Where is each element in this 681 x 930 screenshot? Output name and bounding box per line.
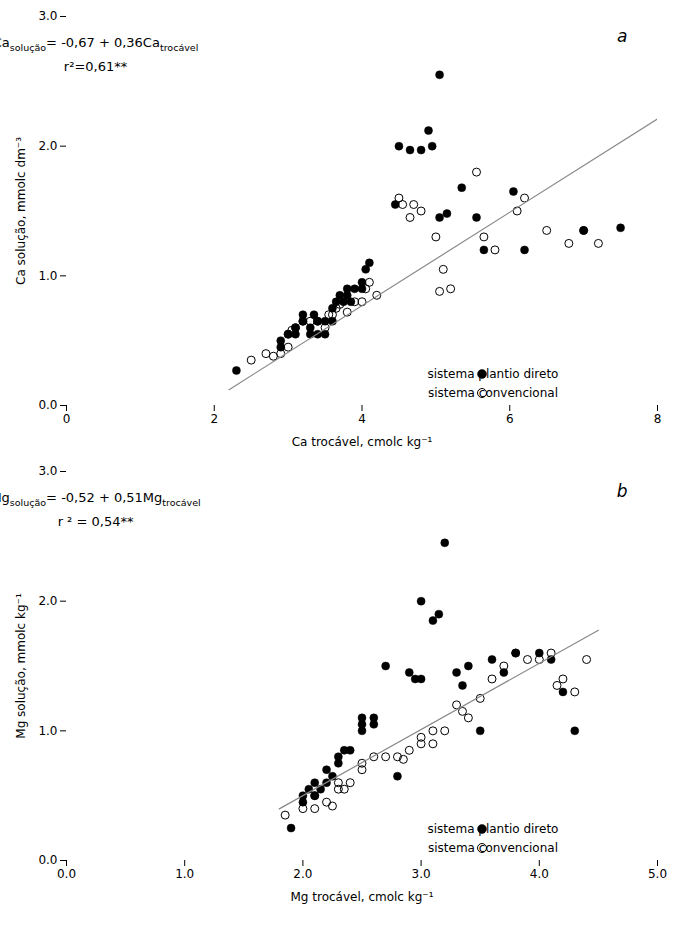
- svg-text:r ² = 0,54**: r ² = 0,54**: [58, 514, 134, 529]
- svg-text:2: 2: [210, 412, 218, 426]
- svg-text:Ca trocável, cmolc kg⁻¹: Ca trocável, cmolc kg⁻¹: [292, 435, 433, 449]
- svg-text:sistema plantio direto: sistema plantio direto: [428, 367, 559, 381]
- svg-text:8: 8: [654, 412, 662, 426]
- svg-text:0: 0: [63, 412, 71, 426]
- svg-text:r²=0,61**: r²=0,61**: [64, 59, 128, 74]
- svg-text:0.0: 0.0: [38, 398, 57, 412]
- svg-text:4: 4: [358, 412, 366, 426]
- svg-text:Ca solução, mmolc dm⁻³: Ca solução, mmolc dm⁻³: [14, 137, 28, 285]
- svg-text:6: 6: [506, 412, 514, 426]
- svg-text:1.0: 1.0: [175, 867, 194, 881]
- svg-text:2.0: 2.0: [38, 594, 57, 608]
- svg-text:sistema convencional: sistema convencional: [428, 386, 558, 400]
- svg-text:5.0: 5.0: [648, 867, 667, 881]
- svg-text:3.0: 3.0: [38, 464, 57, 478]
- svg-text:1.0: 1.0: [38, 724, 57, 738]
- svg-text:sistema plantio direto: sistema plantio direto: [428, 822, 559, 836]
- svg-text:4.0: 4.0: [530, 867, 549, 881]
- svg-text:Mg solução, mmolc kg⁻¹: Mg solução, mmolc kg⁻¹: [14, 593, 28, 739]
- svg-text:0.0: 0.0: [57, 867, 76, 881]
- svg-text:2.0: 2.0: [38, 139, 57, 153]
- svg-text:0.0: 0.0: [38, 853, 57, 867]
- svg-text:Mg trocável, cmolc kg⁻¹: Mg trocável, cmolc kg⁻¹: [291, 890, 434, 904]
- svg-text:b: b: [617, 481, 628, 501]
- svg-text:a: a: [617, 26, 627, 46]
- svg-text:1.0: 1.0: [38, 269, 57, 283]
- svg-text:Mgsolução= -0,52 + 0,51Mgtrocá: Mgsolução= -0,52 + 0,51Mgtrocável: [0, 490, 201, 508]
- svg-text:2.0: 2.0: [293, 867, 312, 881]
- svg-text:3.0: 3.0: [412, 867, 431, 881]
- svg-text:Casolução= -0,67 + 0,36Catrocá: Casolução= -0,67 + 0,36Catrocável: [0, 35, 198, 53]
- svg-text:sistema convencional: sistema convencional: [428, 841, 558, 855]
- svg-text:3.0: 3.0: [38, 9, 57, 23]
